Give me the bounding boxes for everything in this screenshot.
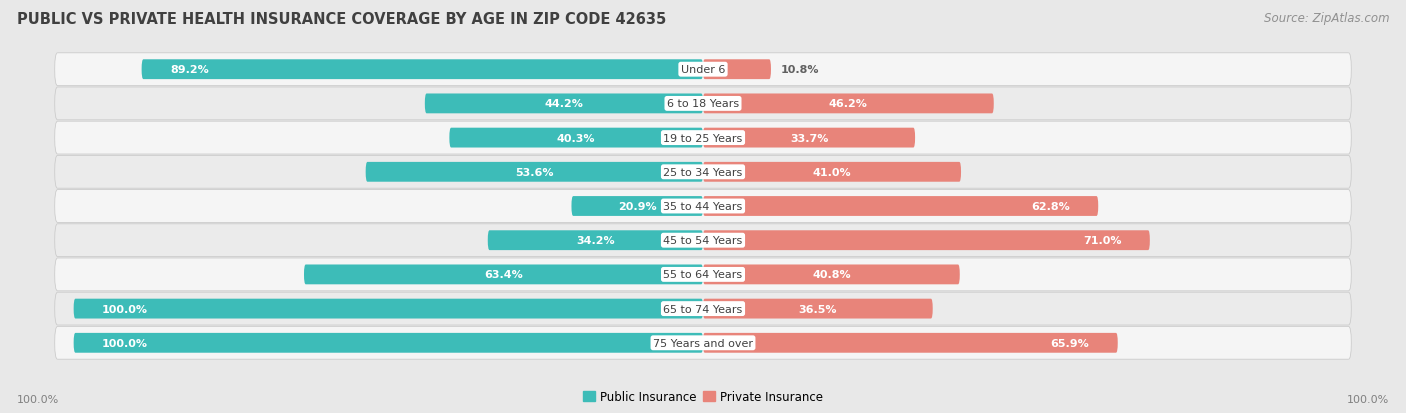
Text: PUBLIC VS PRIVATE HEALTH INSURANCE COVERAGE BY AGE IN ZIP CODE 42635: PUBLIC VS PRIVATE HEALTH INSURANCE COVER… (17, 12, 666, 27)
FancyBboxPatch shape (55, 54, 1351, 86)
FancyBboxPatch shape (425, 94, 703, 114)
FancyBboxPatch shape (142, 60, 703, 80)
Text: 65.9%: 65.9% (1050, 338, 1090, 348)
Text: 19 to 25 Years: 19 to 25 Years (664, 133, 742, 143)
Text: 65 to 74 Years: 65 to 74 Years (664, 304, 742, 314)
FancyBboxPatch shape (571, 197, 703, 216)
Text: 34.2%: 34.2% (576, 236, 614, 246)
Text: 100.0%: 100.0% (1347, 394, 1389, 404)
FancyBboxPatch shape (703, 60, 770, 80)
Text: 35 to 44 Years: 35 to 44 Years (664, 202, 742, 211)
Text: 40.3%: 40.3% (557, 133, 595, 143)
Text: 89.2%: 89.2% (170, 65, 208, 75)
Text: Under 6: Under 6 (681, 65, 725, 75)
FancyBboxPatch shape (55, 292, 1351, 325)
Text: 40.8%: 40.8% (813, 270, 851, 280)
FancyBboxPatch shape (703, 197, 1098, 216)
FancyBboxPatch shape (703, 128, 915, 148)
FancyBboxPatch shape (55, 224, 1351, 257)
FancyBboxPatch shape (703, 231, 1150, 251)
Text: 62.8%: 62.8% (1031, 202, 1070, 211)
FancyBboxPatch shape (488, 231, 703, 251)
Text: 10.8%: 10.8% (780, 65, 818, 75)
Text: 44.2%: 44.2% (544, 99, 583, 109)
Text: 41.0%: 41.0% (813, 167, 851, 177)
FancyBboxPatch shape (55, 88, 1351, 121)
FancyBboxPatch shape (304, 265, 703, 285)
FancyBboxPatch shape (366, 162, 703, 182)
FancyBboxPatch shape (703, 94, 994, 114)
Text: 100.0%: 100.0% (103, 338, 148, 348)
FancyBboxPatch shape (55, 259, 1351, 291)
FancyBboxPatch shape (703, 333, 1118, 353)
Text: 63.4%: 63.4% (484, 270, 523, 280)
FancyBboxPatch shape (450, 128, 703, 148)
FancyBboxPatch shape (55, 156, 1351, 189)
FancyBboxPatch shape (703, 162, 962, 182)
FancyBboxPatch shape (55, 122, 1351, 154)
Text: 33.7%: 33.7% (790, 133, 828, 143)
FancyBboxPatch shape (55, 327, 1351, 359)
Text: 100.0%: 100.0% (103, 304, 148, 314)
Text: Source: ZipAtlas.com: Source: ZipAtlas.com (1264, 12, 1389, 25)
Text: 46.2%: 46.2% (830, 99, 868, 109)
FancyBboxPatch shape (703, 299, 932, 319)
Text: 55 to 64 Years: 55 to 64 Years (664, 270, 742, 280)
Text: 6 to 18 Years: 6 to 18 Years (666, 99, 740, 109)
FancyBboxPatch shape (703, 265, 960, 285)
Text: 75 Years and over: 75 Years and over (652, 338, 754, 348)
FancyBboxPatch shape (55, 190, 1351, 223)
FancyBboxPatch shape (73, 299, 703, 319)
FancyBboxPatch shape (73, 333, 703, 353)
Text: 100.0%: 100.0% (17, 394, 59, 404)
Text: 20.9%: 20.9% (617, 202, 657, 211)
Legend: Public Insurance, Private Insurance: Public Insurance, Private Insurance (583, 390, 823, 403)
Text: 36.5%: 36.5% (799, 304, 837, 314)
Text: 53.6%: 53.6% (515, 167, 554, 177)
Text: 45 to 54 Years: 45 to 54 Years (664, 236, 742, 246)
Text: 25 to 34 Years: 25 to 34 Years (664, 167, 742, 177)
Text: 71.0%: 71.0% (1083, 236, 1122, 246)
